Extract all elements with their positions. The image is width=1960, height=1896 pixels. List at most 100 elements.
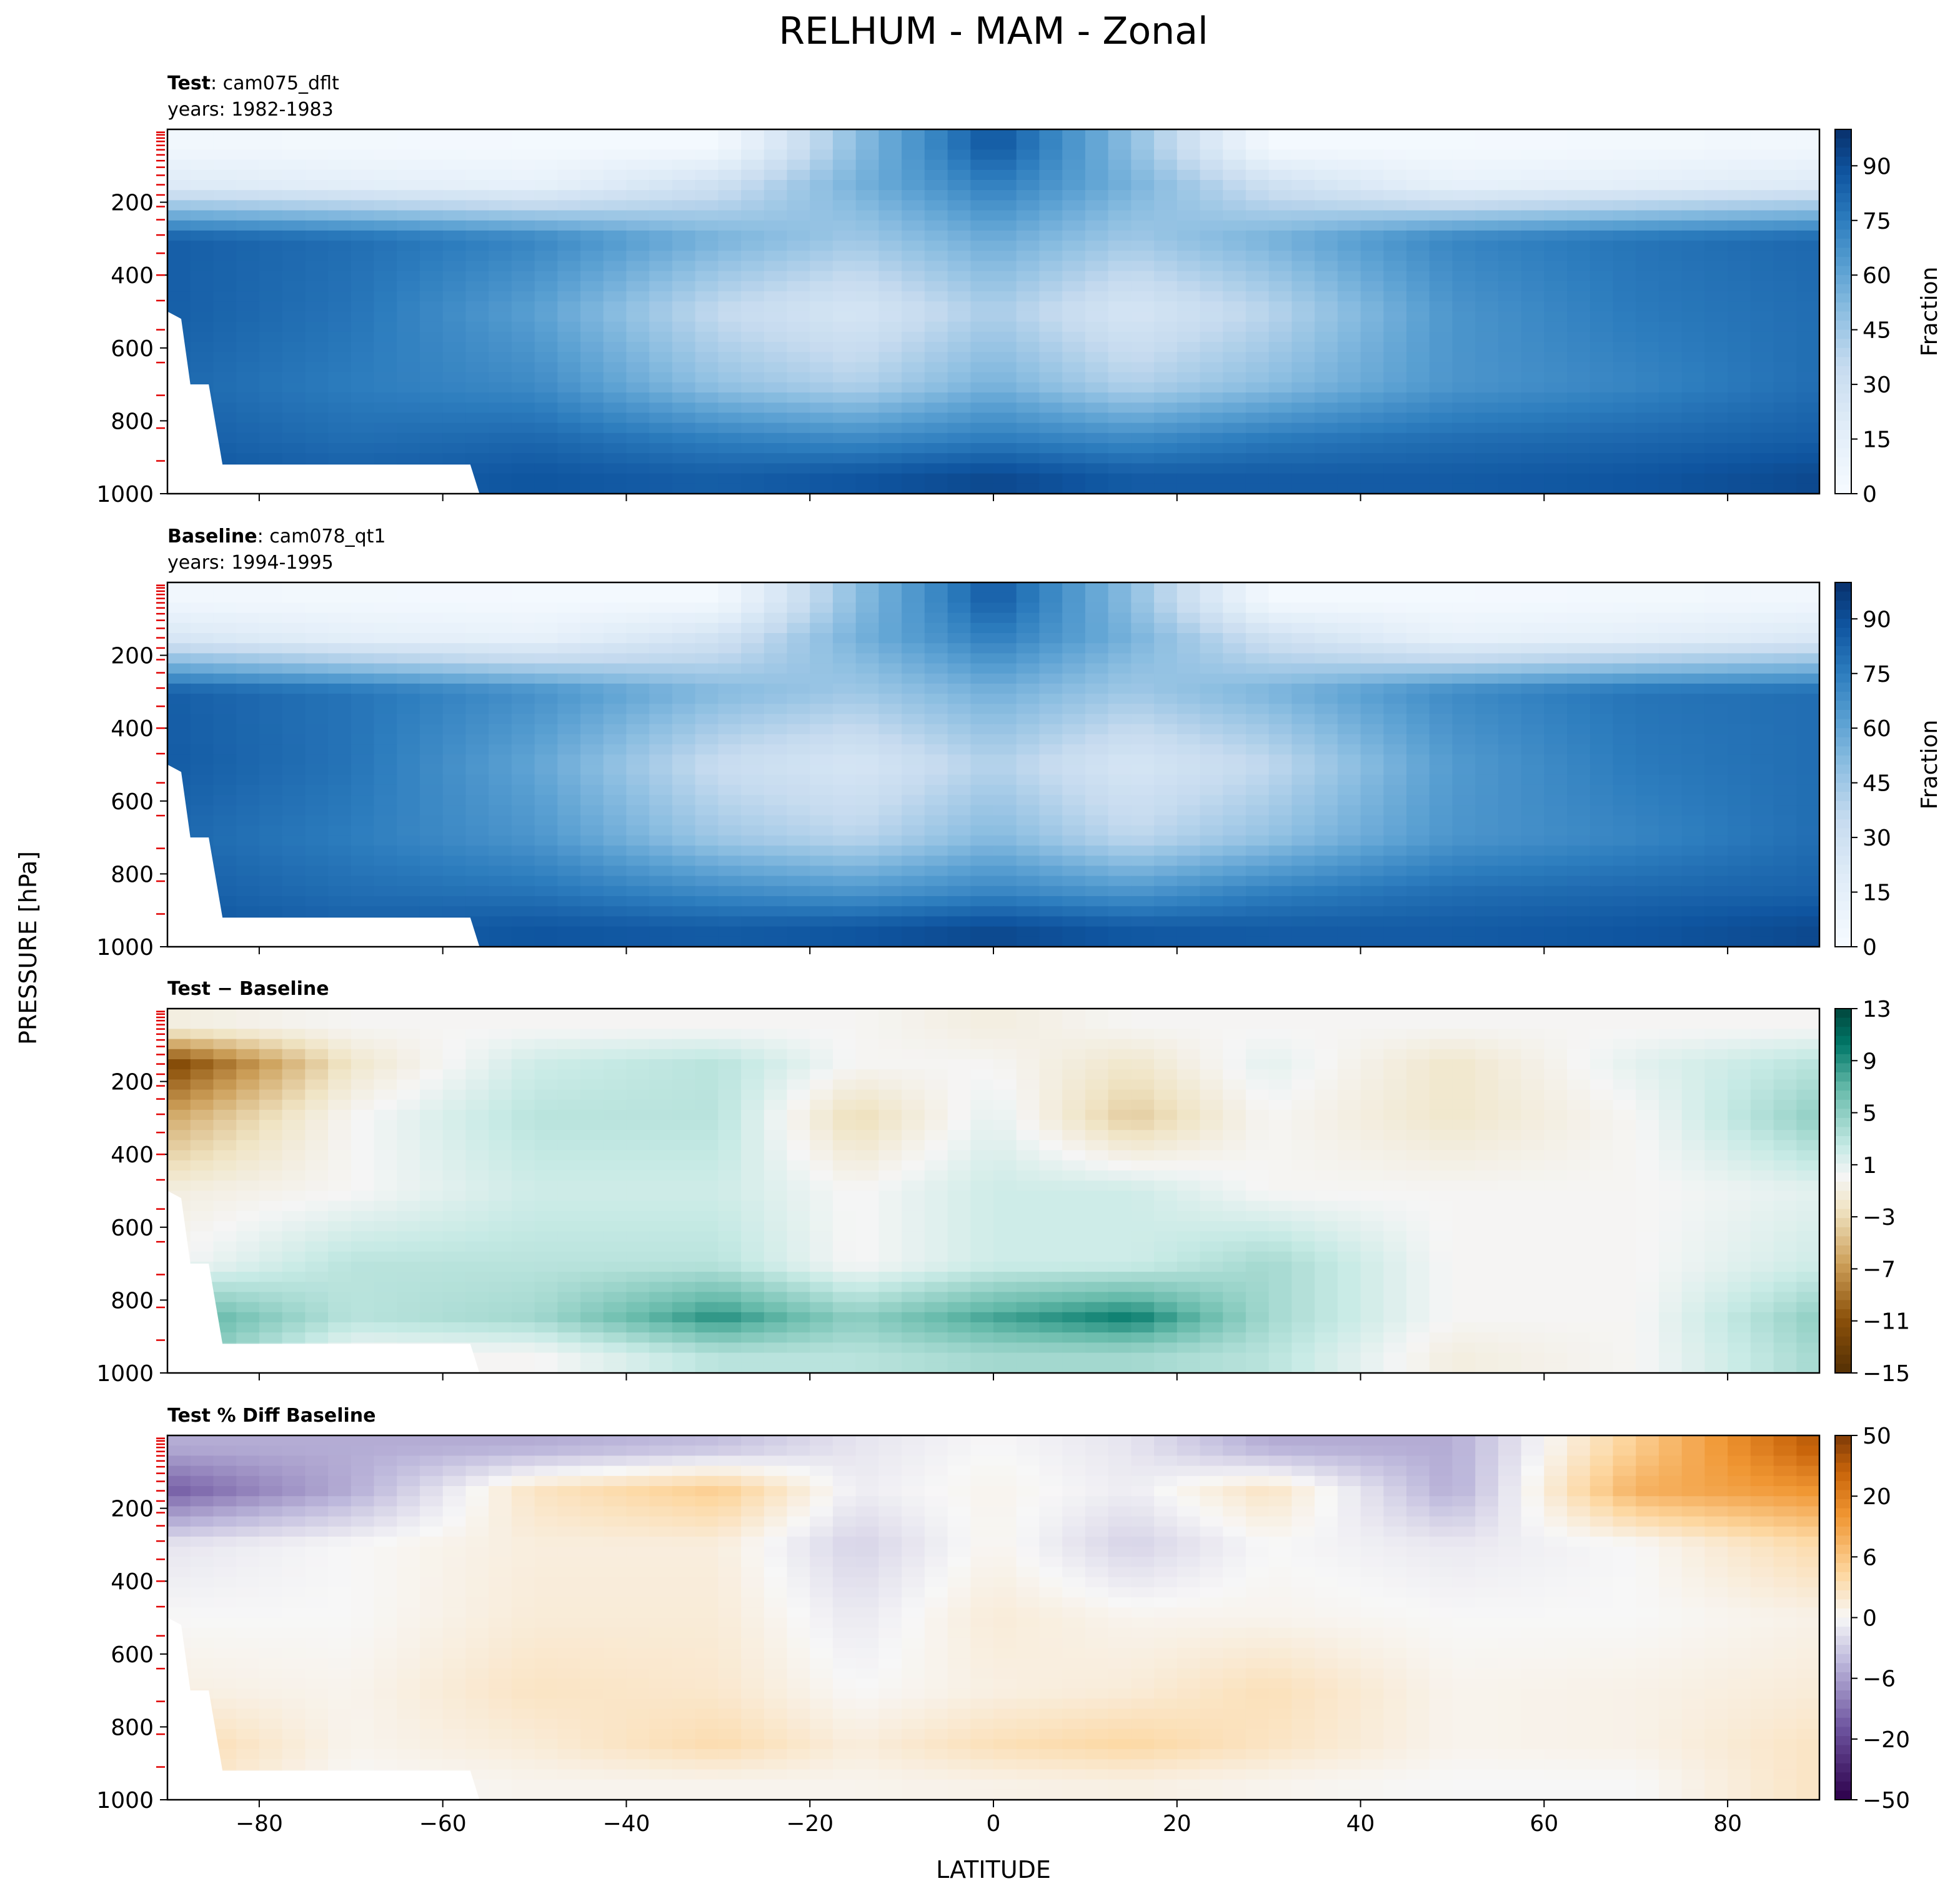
heatmap-cell xyxy=(718,795,742,806)
heatmap-cell xyxy=(305,331,329,342)
heatmap-cell xyxy=(1223,220,1246,231)
heatmap-cell xyxy=(649,241,673,252)
heatmap-cell xyxy=(1681,412,1706,424)
heatmap-cell xyxy=(672,896,696,907)
heatmap-cell xyxy=(236,220,260,231)
heatmap-cell xyxy=(1154,582,1178,593)
heatmap-cell xyxy=(236,311,260,322)
heatmap-cell xyxy=(534,210,559,221)
heatmap-cell xyxy=(465,230,489,241)
heatmap-cell xyxy=(741,331,765,342)
heatmap-cell xyxy=(351,220,375,231)
heatmap-cell xyxy=(1176,230,1201,241)
heatmap-cell xyxy=(1223,643,1246,654)
heatmap-cell xyxy=(1796,643,1820,654)
heatmap-cell xyxy=(947,704,972,715)
heatmap-cell xyxy=(649,886,673,897)
heatmap-cell xyxy=(1085,612,1109,624)
heatmap-cell xyxy=(1636,734,1659,745)
heatmap-cell xyxy=(1613,744,1636,756)
heatmap-cell xyxy=(1773,402,1798,414)
heatmap-cell xyxy=(557,402,581,414)
heatmap-cell xyxy=(1062,825,1086,836)
heatmap-cell xyxy=(1131,673,1155,684)
heatmap-cell xyxy=(328,633,352,644)
heatmap-cell xyxy=(832,764,857,776)
heatmap-cell xyxy=(902,602,925,614)
heatmap-cell xyxy=(1681,622,1706,634)
heatmap-cell xyxy=(810,129,833,140)
heatmap-cell xyxy=(672,582,696,593)
heatmap-cell xyxy=(878,210,902,221)
heatmap-cell xyxy=(305,402,329,414)
heatmap-cell xyxy=(1315,422,1338,434)
heatmap-cell xyxy=(1544,724,1568,735)
heatmap-cell xyxy=(1773,271,1798,282)
heatmap-cell xyxy=(1567,473,1591,484)
heatmap-cell xyxy=(374,149,397,161)
heatmap-cell xyxy=(832,382,857,393)
heatmap-cell xyxy=(351,846,375,857)
heatmap-cell xyxy=(1131,744,1155,756)
heatmap-cell xyxy=(419,643,444,654)
heatmap-cell xyxy=(1452,795,1476,806)
heatmap-cell xyxy=(902,633,925,644)
heatmap-cell xyxy=(419,159,444,171)
heatmap-cell xyxy=(580,220,604,231)
heatmap-cell xyxy=(878,281,902,292)
heatmap-cell xyxy=(1062,612,1086,624)
heatmap-cell xyxy=(1544,372,1568,383)
heatmap-cell xyxy=(534,139,559,151)
heatmap-cell xyxy=(1245,673,1270,684)
heatmap-cell xyxy=(1681,754,1706,766)
heatmap-cell xyxy=(1475,866,1499,877)
heatmap-cell xyxy=(1567,734,1591,745)
heatmap-cell xyxy=(718,805,742,816)
heatmap-cell xyxy=(236,744,260,756)
heatmap-cell xyxy=(787,139,810,151)
heatmap-cell xyxy=(1589,602,1614,614)
heatmap-cell xyxy=(1176,622,1201,634)
heatmap-cell xyxy=(1360,271,1385,282)
heatmap-cell xyxy=(213,321,237,332)
heatmap-cell xyxy=(1498,805,1522,816)
heatmap-cell xyxy=(626,856,650,867)
heatmap-cell xyxy=(1589,663,1614,674)
heatmap-cell xyxy=(351,622,375,634)
heatmap-cell xyxy=(1085,856,1109,867)
heatmap-cell xyxy=(1176,673,1201,684)
heatmap-cell xyxy=(1383,362,1407,373)
heatmap-cell xyxy=(626,311,650,322)
heatmap-cell xyxy=(603,825,627,836)
heatmap-cell xyxy=(374,453,397,464)
heatmap-cell xyxy=(1613,795,1636,806)
heatmap-cell xyxy=(1406,673,1430,684)
heatmap-cell xyxy=(1176,463,1201,474)
heatmap-cell xyxy=(832,342,857,353)
heatmap-cell xyxy=(1223,463,1246,474)
heatmap-cell xyxy=(1108,169,1132,181)
heatmap-cell xyxy=(236,382,260,393)
heatmap-cell xyxy=(465,896,489,907)
heatmap-cell xyxy=(580,602,604,614)
heatmap-cell xyxy=(1589,139,1614,151)
heatmap-cell xyxy=(1521,362,1545,373)
heatmap-cell xyxy=(1429,815,1453,826)
heatmap-cell xyxy=(397,734,420,745)
heatmap-cell xyxy=(1589,453,1614,464)
heatmap-cell xyxy=(1429,602,1453,614)
heatmap-cell xyxy=(787,463,810,474)
heatmap-cell xyxy=(397,149,420,161)
heatmap-cell xyxy=(1452,291,1476,302)
heatmap-cell xyxy=(993,463,1017,474)
heatmap-cell xyxy=(603,643,627,654)
heatmap-cell xyxy=(947,835,972,846)
heatmap-cell xyxy=(1108,301,1132,312)
heatmap-cell xyxy=(1704,643,1728,654)
heatmap-cell xyxy=(924,612,948,624)
heatmap-cell xyxy=(1108,643,1132,654)
heatmap-cell xyxy=(305,694,329,705)
heatmap-cell xyxy=(626,261,650,272)
colorbar-swatch xyxy=(1835,384,1851,394)
heatmap-cell xyxy=(1200,281,1223,292)
